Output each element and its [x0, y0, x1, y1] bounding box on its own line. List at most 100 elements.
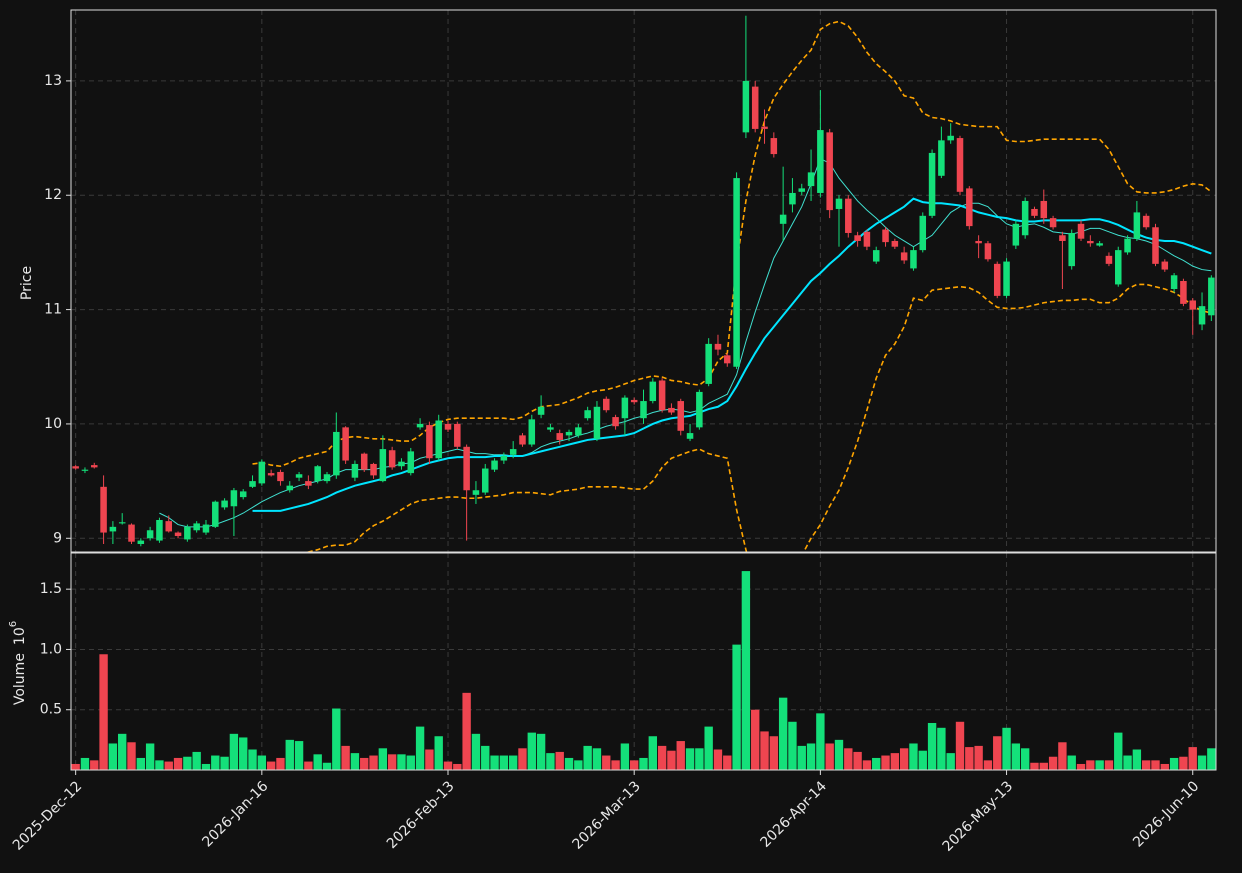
candle-body [1049, 218, 1057, 228]
candle-body [230, 490, 238, 507]
candle-body [212, 501, 219, 527]
volume-bar [927, 722, 937, 770]
y-axis-label-text: Volume [12, 653, 28, 705]
candle-body [407, 451, 415, 474]
volume-bar [853, 751, 862, 770]
candle-body [444, 423, 452, 430]
volume-bar [341, 745, 350, 770]
candle-body [1077, 223, 1085, 239]
y-tick-label: 0.5 [40, 702, 62, 718]
candle-body [286, 485, 294, 491]
volume-bar [741, 571, 751, 770]
volume-bar [527, 732, 536, 770]
volume-bar [937, 727, 946, 770]
candle-body [193, 523, 200, 531]
volume-bar [285, 739, 294, 770]
volume-bar [406, 755, 415, 770]
volume-bar [332, 708, 341, 770]
candle-body [724, 355, 731, 364]
candle-body [845, 198, 852, 233]
panel-frame [70, 552, 1217, 771]
candle-body [333, 431, 340, 476]
volume-bar [732, 644, 741, 770]
volume-bar [276, 757, 285, 770]
volume-bar [965, 747, 974, 770]
candle-body [817, 130, 824, 193]
candle-body [640, 401, 647, 419]
volume-bar [1151, 760, 1160, 770]
volume-bar [890, 753, 900, 770]
volume-bar [881, 755, 890, 770]
candle-body [826, 132, 833, 211]
volume-bar [713, 749, 723, 770]
candle-body [603, 398, 610, 411]
volume-bar [685, 748, 695, 770]
volume-bar [322, 762, 332, 770]
volume-bar [797, 745, 806, 770]
candle-body [1142, 215, 1150, 228]
volume-bar [1132, 749, 1142, 770]
volume-bar [620, 743, 630, 770]
candle-body [900, 252, 908, 261]
volume-bar [90, 760, 99, 770]
volume-bar [192, 751, 201, 770]
volume-bar [574, 760, 583, 770]
candle-body [807, 172, 815, 187]
volume-bar [257, 755, 267, 770]
volume-bar [778, 697, 788, 770]
volume-bar [490, 755, 499, 770]
candle-body [705, 343, 712, 384]
volume-bar [1039, 762, 1048, 770]
candle-body [993, 263, 1001, 296]
candle-body [798, 188, 806, 192]
volume-bar [350, 753, 360, 770]
y-tick-label: 13 [44, 73, 62, 89]
volume-bar [592, 748, 602, 770]
candle-body [323, 474, 331, 482]
volume-bar [555, 751, 564, 770]
volume-bar [816, 713, 825, 770]
candle-body [835, 198, 843, 209]
candle-body [947, 135, 954, 141]
volume-bar [1067, 755, 1076, 770]
volume-bar [546, 753, 555, 770]
volume-bar [1197, 755, 1207, 770]
candle-body [277, 471, 284, 482]
candle-body [593, 406, 601, 439]
candle-body [1012, 223, 1020, 246]
candle-body [1096, 243, 1103, 246]
candle-body [1040, 200, 1048, 219]
volume-bar [899, 748, 909, 770]
y-axis-label: Price [19, 266, 35, 300]
volume-bar [648, 736, 657, 770]
candle-body [1198, 306, 1206, 325]
volume-bar [1002, 727, 1011, 770]
volume-bar [1058, 742, 1067, 770]
candle-body [1170, 275, 1178, 290]
volume-bar [723, 755, 732, 770]
candle-body [649, 381, 657, 402]
candle-body [156, 519, 163, 541]
candle-body [1059, 235, 1066, 241]
candle-body [1124, 238, 1131, 253]
candle-body [891, 240, 899, 247]
volume-bar [425, 749, 434, 770]
candle-body [742, 80, 750, 133]
candle-body [1133, 212, 1141, 239]
candle-body [509, 449, 517, 455]
candle-body [305, 481, 312, 486]
candle-body [137, 540, 145, 544]
volume-bar [1076, 763, 1086, 770]
y-tick-label: 10 [44, 416, 62, 432]
candle-body [658, 380, 666, 411]
volume-bar [657, 745, 667, 770]
volume-bar [127, 742, 136, 770]
volume-bar [583, 745, 592, 770]
candle-body [575, 427, 582, 436]
volume-bar [639, 757, 648, 770]
volume-bar [220, 756, 229, 770]
volume-bar [806, 743, 816, 770]
volume-bar [834, 739, 844, 770]
candle-body [1161, 261, 1169, 270]
